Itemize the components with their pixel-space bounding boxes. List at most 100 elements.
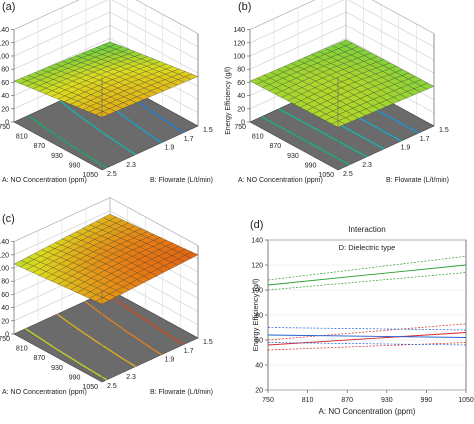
a-tick-label: 810	[252, 134, 264, 141]
b-tick-label: 2.5	[107, 171, 117, 178]
a-axis-label: A: NO Concentration (ppm)	[2, 389, 87, 396]
b-tick-label: 1.7	[184, 348, 194, 355]
x-axis-label: A: NO Concentration (ppm)	[319, 407, 416, 416]
panel-letter: (d)	[250, 219, 263, 231]
a-tick-label: 930	[287, 153, 299, 160]
x-tick-label: 990	[421, 397, 433, 404]
a-tick-label: 810	[16, 134, 28, 141]
panel-letter: (c)	[2, 213, 15, 225]
a-tick-label: 990	[69, 162, 81, 169]
x-tick-label: 870	[341, 397, 353, 404]
b-tick-label: 1.5	[439, 127, 449, 134]
contour-line	[59, 100, 136, 156]
y-tick-label: 140	[251, 238, 263, 245]
chart-title: Interaction	[348, 225, 385, 234]
y-axis-label: Energy Efficiency (g/l)	[251, 278, 260, 351]
z-tick-label: 20	[237, 106, 245, 113]
y-tick-label: 60	[255, 338, 263, 345]
a-axis-label: A: NO Concentration (ppm)	[2, 177, 87, 184]
contour-line	[84, 300, 162, 356]
series-ci-low-blue	[267, 342, 467, 346]
a-axis-label: A: NO Concentration (ppm)	[238, 177, 323, 184]
z-tick-label: 100	[0, 54, 9, 61]
a-tick-label: 750	[0, 336, 10, 343]
a-tick-label: 750	[234, 124, 246, 131]
x-tick-label: 750	[262, 397, 274, 404]
z-tick-label: 60	[237, 80, 245, 87]
b-tick-label: 2.3	[126, 374, 136, 381]
z-tick-label: 0	[241, 120, 245, 127]
a-tick-label: 1050	[82, 172, 98, 179]
b-axis-label: B: Flowrate (L/t/min)	[386, 177, 449, 184]
b-tick-label: 1.7	[420, 136, 430, 143]
b-axis-label: B: Flowrate (L/t/min)	[150, 177, 213, 184]
z-tick-label: 20	[1, 106, 9, 113]
b-tick-label: 1.9	[401, 145, 411, 152]
b-tick-label: 1.7	[184, 136, 194, 143]
b-tick-label: 1.9	[165, 145, 175, 152]
b-tick-label: 2.3	[126, 162, 136, 169]
a-tick-label: 870	[34, 355, 46, 362]
contour-line	[261, 116, 350, 166]
x-tick-label: 1050	[458, 397, 474, 404]
series-line-green	[267, 264, 467, 286]
a-tick-label: 930	[51, 153, 63, 160]
wall-gridline	[249, 0, 435, 34]
z-tick-label: 140	[0, 27, 9, 34]
y-tick-label: 80	[255, 313, 263, 320]
b-tick-label: 2.3	[362, 162, 372, 169]
z-tick-label: 60	[1, 80, 9, 87]
b-tick-label: 2.5	[107, 383, 117, 390]
z-axis-label: Energy Efficiency (g/l)	[225, 67, 232, 135]
z-tick-label: 0	[5, 120, 9, 127]
a-tick-label: 990	[69, 374, 81, 381]
a-tick-label: 930	[51, 365, 63, 372]
series-ci-low-red	[267, 342, 467, 351]
z-tick-label: 60	[1, 292, 9, 299]
y-tick-label: 40	[255, 363, 263, 370]
x-tick-label: 930	[381, 397, 393, 404]
wall-gridline	[13, 0, 199, 34]
contour-line	[278, 108, 368, 158]
z-tick-label: 100	[233, 54, 245, 61]
chart-subtitle: D: Dielectric type	[339, 243, 396, 252]
z-tick-label: 40	[1, 305, 9, 312]
b-tick-label: 1.5	[203, 339, 213, 346]
wall-gridline	[249, 0, 435, 48]
y-tick-label: 20	[255, 388, 263, 395]
z-tick-label: 120	[0, 40, 9, 47]
panel-letter: (a)	[2, 1, 15, 13]
y-tick-label: 100	[251, 288, 263, 295]
z-tick-label: 120	[233, 40, 245, 47]
a-tick-label: 750	[0, 124, 10, 131]
series-ci-high-blue	[267, 327, 467, 331]
z-tick-label: 140	[0, 239, 9, 246]
z-tick-label: 20	[1, 318, 9, 325]
z-tick-label: 120	[0, 252, 9, 259]
b-tick-label: 1.9	[165, 357, 175, 364]
b-tick-label: 1.5	[203, 127, 213, 134]
panel-letter: (b)	[238, 1, 251, 13]
wall-gridline	[13, 0, 199, 48]
z-tick-label: 40	[237, 93, 245, 100]
a-tick-label: 810	[16, 346, 28, 353]
z-tick-label: 100	[0, 266, 9, 273]
a-tick-label: 1050	[318, 172, 334, 179]
surface-cell	[95, 111, 110, 118]
contour-line	[28, 114, 108, 169]
z-tick-label: 40	[1, 93, 9, 100]
z-tick-label: 0	[5, 332, 9, 339]
z-tick-label: 80	[237, 67, 245, 74]
contour-line	[104, 291, 184, 346]
panel-d: (d) 20 40 60 80 100 120 140 750 810 870 930 990 1050 I…	[250, 219, 474, 416]
x-tick-label: 810	[302, 397, 314, 404]
a-tick-label: 870	[34, 143, 46, 150]
surface-cell	[95, 297, 110, 305]
contour-line	[25, 328, 108, 381]
z-tick-label: 140	[233, 27, 245, 34]
a-tick-label: 990	[305, 162, 317, 169]
